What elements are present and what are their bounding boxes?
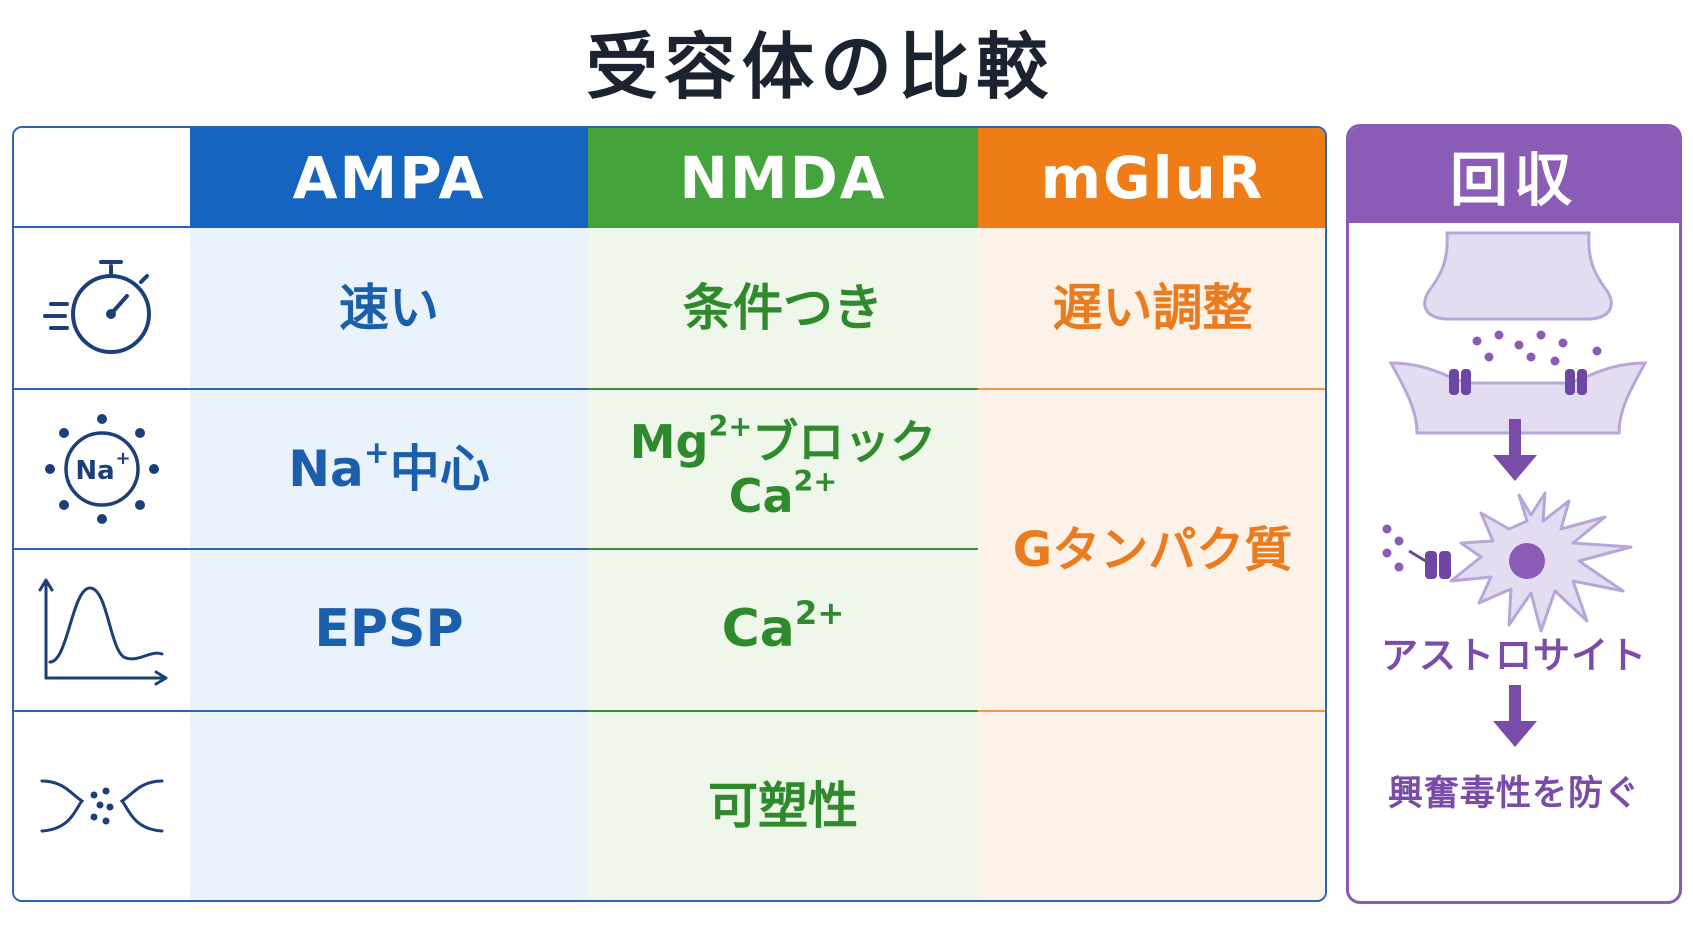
mglur-column: mGluR 遅い調整 Gタンパク質 [978, 128, 1325, 900]
nmda-plasticity-cell: 可塑性 [708, 776, 858, 835]
mglur-header: mGluR [978, 128, 1325, 228]
recycle-header: 回収 [1349, 127, 1679, 223]
svg-text:+: + [115, 448, 130, 469]
nmda-effect-cell: Ca2+ [721, 594, 845, 660]
ampa-speed-cell: 速い [339, 278, 439, 337]
synapse-icon [14, 712, 190, 900]
synapse-illustration [1388, 231, 1648, 435]
row-icon-column: Na + [14, 128, 192, 900]
nmda-header: NMDA [588, 128, 978, 228]
sodium-ion-icon: Na + [14, 390, 190, 548]
mglur-empty-cell [978, 712, 1325, 900]
arrow-down-icon-2 [1493, 685, 1537, 747]
svg-text:Na: Na [75, 456, 114, 486]
nmda-speed-cell: 条件つき [683, 278, 883, 337]
ampa-header: AMPA [190, 128, 588, 228]
nmda-column: NMDA 条件つき Mg2+ブロック Ca2+ Ca2+ 可塑性 [588, 128, 980, 900]
nmda-ion-cell: Mg2+ブロック Ca2+ [629, 410, 937, 523]
stopwatch-icon [14, 228, 190, 388]
epsp-graph-icon [14, 550, 190, 710]
astrocyte-illustration [1382, 491, 1633, 633]
page-title: 受容体の比較 [585, 25, 1054, 109]
excitotoxicity-label: 興奮毒性を防ぐ [1387, 774, 1640, 814]
ampa-empty-cell [190, 712, 588, 900]
receptor-comparison-table: Na + [12, 126, 1327, 902]
ampa-effect-cell: EPSP [314, 599, 464, 660]
ampa-ion-cell: Na+中心 [288, 434, 490, 498]
mglur-mechanism-cell: Gタンパク質 [1012, 521, 1293, 578]
ampa-column: AMPA 速い Na+中心 EPSP [190, 128, 590, 900]
mglur-speed-cell: 遅い調整 [1052, 278, 1253, 337]
recycle-panel: 回収 アストロサイト 興奮毒性を防ぐ [1346, 124, 1682, 904]
arrow-down-icon [1493, 419, 1537, 481]
astrocyte-label: アストロサイト [1381, 634, 1647, 677]
